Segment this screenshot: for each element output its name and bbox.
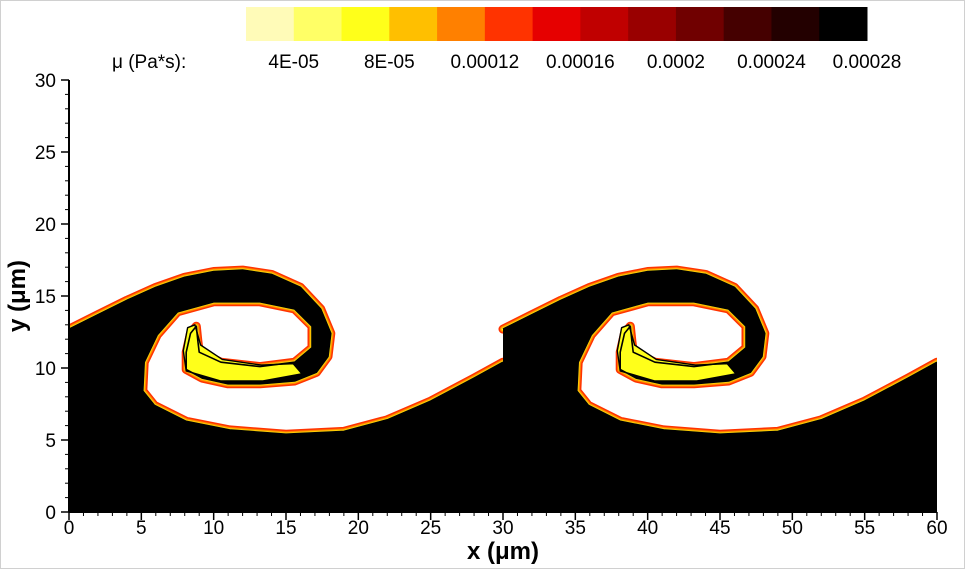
x-tick-label: 45 [709,518,730,539]
colorbar-tick-label: 0.00024 [737,52,806,73]
colorbar-swatch [723,7,772,41]
colorbar-swatch [437,7,486,41]
x-tick-label: 10 [203,518,224,539]
colorbar [246,7,868,41]
colorbar-swatch [771,7,820,41]
y-tick-label: 20 [35,215,56,236]
colorbar-swatch [389,7,438,41]
y-tick-label: 0 [45,503,56,524]
viscosity-field [69,80,937,512]
y-axis-title: y (μm) [4,260,31,332]
colorbar-swatch [580,7,629,41]
x-tick-label: 60 [926,518,947,539]
y-tick-label: 15 [35,287,56,308]
y-tick-label: 25 [35,143,56,164]
high-viscosity-region [69,270,937,512]
colorbar-swatch [484,7,534,41]
x-tick-label: 20 [348,518,369,539]
x-tick-label: 40 [637,518,658,539]
colorbar-swatch [341,7,390,41]
x-tick-label: 5 [136,518,147,539]
x-axis-ticks: 0 5 10 15 20 25 30 35 40 45 50 55 60 [64,512,948,539]
colorbar-swatch [246,7,295,41]
y-tick-label: 10 [35,359,56,380]
colorbar-tick-label: 8E-05 [364,52,415,73]
colorbar-swatch [628,7,677,41]
x-tick-label: 55 [854,518,875,539]
colorbar-swatch [675,7,725,41]
x-tick-label: 50 [782,518,803,539]
x-tick-label: 25 [420,518,441,539]
y-tick-label: 5 [45,431,56,452]
x-tick-label: 15 [275,518,296,539]
colorbar-title: μ (Pa*s): [112,52,186,73]
colorbar-tick-label: 0.00012 [451,52,520,73]
colorbar-swatch [293,7,343,41]
interface-contour [502,269,937,435]
colorbar-swatch [819,7,868,41]
colorbar-tick-label: 0.0002 [647,52,705,73]
colorbar-swatch [532,7,581,41]
colorbar-tick-label: 4E-05 [268,52,319,73]
interface-contour [69,269,504,435]
y-tick-label: 30 [35,71,56,92]
x-tick-label: 30 [492,518,513,539]
x-axis-title: x (μm) [467,538,539,565]
y-axis-ticks: 0 5 10 15 20 25 30 [35,71,69,524]
colorbar-tick-label: 0.00016 [546,52,615,73]
x-tick-label: 35 [565,518,586,539]
colorbar-tick-label: 0.00028 [833,52,902,73]
x-tick-label: 0 [64,518,75,539]
colorbar-tick-labels: 4E-05 8E-05 0.00012 0.00016 0.0002 0.00024 0.0… [268,52,901,73]
